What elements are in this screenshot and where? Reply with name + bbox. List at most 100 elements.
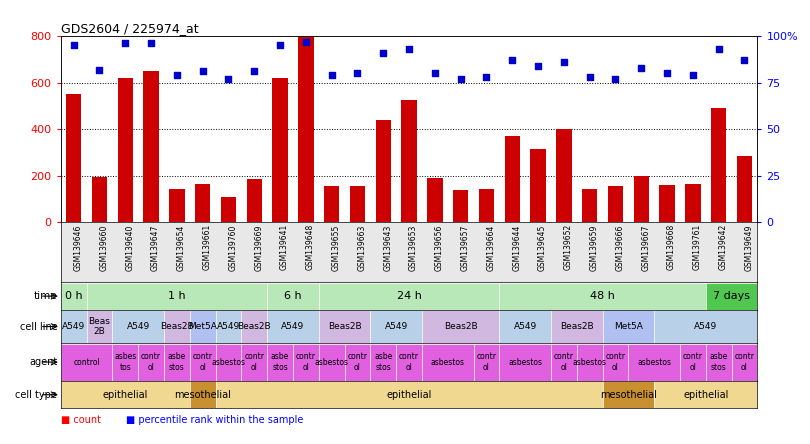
- Text: GSM139657: GSM139657: [461, 224, 470, 270]
- Bar: [215, 310, 241, 343]
- Text: contr
ol: contr ol: [476, 353, 497, 372]
- Bar: [499, 344, 551, 381]
- Point: [144, 40, 157, 47]
- Text: 24 h: 24 h: [397, 291, 421, 301]
- Bar: [139, 344, 164, 381]
- Bar: [190, 344, 215, 381]
- Text: Beas2B: Beas2B: [328, 322, 361, 331]
- Text: asbestos: asbestos: [573, 357, 607, 367]
- Point: [119, 40, 132, 47]
- Text: contr
ol: contr ol: [296, 353, 316, 372]
- Text: A549: A549: [62, 322, 85, 331]
- Bar: [582, 189, 598, 222]
- Bar: [143, 71, 159, 222]
- Text: GSM139667: GSM139667: [642, 224, 650, 270]
- Bar: [376, 120, 391, 222]
- Bar: [267, 344, 293, 381]
- Bar: [629, 344, 680, 381]
- Bar: [241, 344, 267, 381]
- Bar: [659, 185, 675, 222]
- Bar: [272, 78, 288, 222]
- Bar: [711, 108, 727, 222]
- Text: GSM139642: GSM139642: [718, 224, 727, 270]
- Bar: [453, 190, 468, 222]
- Point: [505, 57, 518, 64]
- Bar: [267, 283, 319, 309]
- Text: GSM139654: GSM139654: [177, 224, 185, 270]
- Text: GSM139659: GSM139659: [590, 224, 599, 270]
- Point: [609, 75, 622, 83]
- Bar: [215, 344, 241, 381]
- Bar: [603, 381, 654, 408]
- Bar: [731, 344, 757, 381]
- Bar: [401, 100, 417, 222]
- Text: ■ percentile rank within the sample: ■ percentile rank within the sample: [126, 415, 303, 424]
- Text: GSM139666: GSM139666: [616, 224, 625, 270]
- Bar: [680, 344, 706, 381]
- Text: epithelial: epithelial: [683, 390, 728, 400]
- Text: GSM139640: GSM139640: [126, 224, 134, 270]
- Text: A549: A549: [385, 322, 407, 331]
- Point: [583, 73, 596, 80]
- Bar: [220, 197, 237, 222]
- Text: asbestos: asbestos: [314, 357, 348, 367]
- Bar: [633, 176, 649, 222]
- Text: asbestos: asbestos: [637, 357, 671, 367]
- Bar: [246, 179, 262, 222]
- Point: [196, 68, 209, 75]
- Point: [738, 57, 751, 64]
- Bar: [499, 283, 706, 309]
- Bar: [422, 310, 499, 343]
- Text: asbes
tos: asbes tos: [114, 353, 136, 372]
- Text: asbe
stos: asbe stos: [710, 353, 727, 372]
- Text: contr
ol: contr ol: [683, 353, 703, 372]
- Text: epithelial: epithelial: [386, 390, 432, 400]
- Text: GSM139653: GSM139653: [409, 224, 418, 270]
- Bar: [293, 344, 319, 381]
- Point: [635, 64, 648, 71]
- Point: [661, 70, 674, 77]
- Text: GSM139761: GSM139761: [693, 224, 701, 270]
- Bar: [531, 149, 546, 222]
- Text: GSM139661: GSM139661: [202, 224, 211, 270]
- Point: [428, 70, 441, 77]
- Point: [67, 42, 80, 49]
- Bar: [608, 186, 623, 222]
- Text: contr
ol: contr ol: [193, 353, 213, 372]
- Point: [454, 75, 467, 83]
- Bar: [556, 129, 572, 222]
- Text: contr
ol: contr ol: [347, 353, 368, 372]
- Text: Beas2B: Beas2B: [560, 322, 594, 331]
- Bar: [344, 344, 370, 381]
- Bar: [298, 37, 313, 222]
- Text: contr
ol: contr ol: [605, 353, 625, 372]
- Bar: [319, 344, 344, 381]
- Bar: [319, 283, 499, 309]
- Bar: [737, 156, 752, 222]
- Text: A549: A549: [281, 322, 305, 331]
- Bar: [551, 310, 603, 343]
- Text: GSM139648: GSM139648: [306, 224, 315, 270]
- Text: GSM139663: GSM139663: [357, 224, 366, 270]
- Point: [170, 71, 183, 79]
- Text: A549: A549: [126, 322, 150, 331]
- Bar: [350, 186, 365, 222]
- Bar: [169, 189, 185, 222]
- Text: cell line: cell line: [19, 321, 58, 332]
- Text: GSM139649: GSM139649: [744, 224, 753, 270]
- Text: A549: A549: [514, 322, 537, 331]
- Text: GSM139644: GSM139644: [512, 224, 522, 270]
- Text: Beas
2B: Beas 2B: [88, 317, 110, 336]
- Point: [686, 71, 699, 79]
- Point: [557, 59, 570, 66]
- Text: GSM139656: GSM139656: [435, 224, 444, 270]
- Text: mesothelial: mesothelial: [600, 390, 657, 400]
- Point: [351, 70, 364, 77]
- Bar: [66, 94, 81, 222]
- Text: asbe
stos: asbe stos: [168, 353, 186, 372]
- Text: asbe
stos: asbe stos: [374, 353, 392, 372]
- Point: [377, 49, 390, 56]
- Bar: [551, 344, 577, 381]
- Text: control: control: [73, 357, 100, 367]
- Text: GDS2604 / 225974_at: GDS2604 / 225974_at: [61, 22, 198, 35]
